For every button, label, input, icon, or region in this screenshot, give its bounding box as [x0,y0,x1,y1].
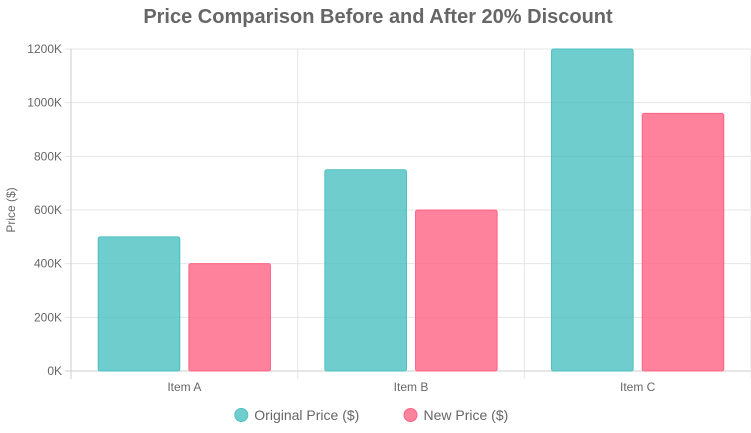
legend-item: New Price ($) [403,407,509,423]
x-tick-label: Item C [620,380,656,394]
chart-title: Price Comparison Before and After 20% Di… [143,6,613,28]
legend: Original Price ($) New Price ($) [234,407,509,423]
y-tick-label: 0K [47,364,62,378]
y-tick-label: 400K [34,257,62,271]
bar [97,236,181,372]
bar [641,112,725,372]
y-axis-title: Price ($) [4,187,18,232]
axes: 0K 200K 400K 600K 800K 1000K 1200K Item A Item B… [27,42,655,394]
y-tick-label: 1200K [27,42,62,56]
legend-swatch [403,408,418,422]
y-tick-label: 600K [34,203,62,217]
bars [97,48,725,372]
legend-item: Original Price ($) [234,407,359,423]
y-tick-label: 1000K [27,96,62,110]
legend-swatch [234,408,249,422]
legend-label: Original Price ($) [254,407,359,423]
legend-label: New Price ($) [424,407,509,423]
x-tick-label: Item A [167,380,201,394]
bar [324,169,407,372]
y-tick-label: 200K [34,310,62,324]
bar [551,48,634,372]
y-tick-label: 800K [34,149,62,163]
bar [188,263,271,372]
bar [415,209,498,372]
x-tick-label: Item B [394,380,429,394]
